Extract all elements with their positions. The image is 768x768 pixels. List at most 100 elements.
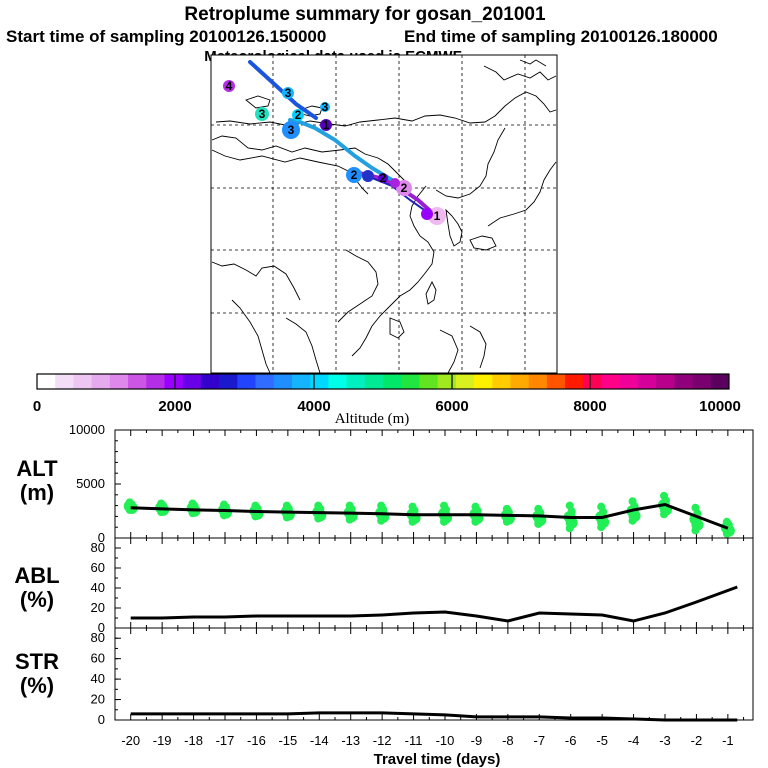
cluster-marker xyxy=(292,109,304,121)
x-tick-label: -10 xyxy=(436,733,455,748)
y-tick-label: 80 xyxy=(91,540,105,555)
cluster-marker xyxy=(223,80,235,92)
colorbar-cell xyxy=(601,374,621,389)
abl-line xyxy=(130,585,738,623)
alt-spread-point xyxy=(251,501,260,510)
cluster-label: 1 xyxy=(434,209,441,223)
colorbar-cell xyxy=(510,374,530,389)
cluster-label: 3 xyxy=(259,107,266,121)
alt-spread-point xyxy=(722,517,731,526)
figure-title: Retroplume summary for gosan_201001 xyxy=(184,4,546,25)
colorbar-cell xyxy=(583,374,602,389)
colorbar-cell xyxy=(401,374,420,389)
y-tick-label: 40 xyxy=(91,580,105,595)
x-tick-label: -14 xyxy=(310,733,329,748)
cluster-label: 3 xyxy=(322,100,329,114)
alt-panel-unit: (m) xyxy=(20,480,54,505)
alt-spread-point xyxy=(691,503,700,512)
alt-panel-frame xyxy=(114,429,754,539)
y-tick-label: 5000 xyxy=(76,476,105,491)
colorbar-cell xyxy=(328,374,347,389)
x-tick-label: -6 xyxy=(565,733,577,748)
colorbar-cell xyxy=(219,374,238,389)
colorbar-cell xyxy=(637,374,657,389)
str-panel: STR (%) 0 20 40 60 80 xyxy=(15,627,754,727)
cluster-label: 2 xyxy=(351,168,358,182)
colorbar-cell xyxy=(55,374,74,389)
colorbar-frame xyxy=(36,373,730,390)
cluster-label: 2 xyxy=(295,108,302,122)
x-tick-label: -19 xyxy=(153,733,172,748)
colorbar-cell xyxy=(710,374,730,389)
colorbar-cell xyxy=(91,374,111,389)
cluster-marker xyxy=(282,121,300,139)
x-tick-label: -1 xyxy=(722,733,734,748)
cluster-marker xyxy=(421,208,433,220)
alt-panel-label: ALT xyxy=(16,456,58,481)
x-tick-label: -13 xyxy=(341,733,360,748)
cluster-marker-labels: 1 2 2 2 1 3 2 3 3 3 4 xyxy=(226,79,441,223)
colorbar-tick-label: 0 xyxy=(33,398,41,415)
x-tick-label: -15 xyxy=(278,733,297,748)
cluster-marker xyxy=(346,167,362,183)
colorbar-cell xyxy=(346,374,366,389)
alt-spread-point xyxy=(282,501,291,510)
y-tick-label: 60 xyxy=(91,560,105,575)
colorbar-cell xyxy=(528,374,548,389)
y-tick-label: 10000 xyxy=(69,422,105,437)
colorbar-cell xyxy=(255,374,275,389)
trajectory-line xyxy=(288,118,408,194)
colorbar-tick-label: 10000 xyxy=(699,398,741,415)
str-panel-unit: (%) xyxy=(20,673,54,698)
str-line xyxy=(130,711,738,722)
end-time-label: End time of sampling 20100126.180000 xyxy=(404,27,718,46)
map-coastlines xyxy=(211,59,557,374)
alt-spread-point xyxy=(471,502,480,511)
colorbar-cell xyxy=(437,374,457,389)
y-tick-label: 80 xyxy=(91,630,105,645)
colorbar-cell xyxy=(146,374,165,389)
alt-spread-point xyxy=(220,500,228,509)
alt-spread-point xyxy=(125,498,134,507)
colorbar-cell xyxy=(619,374,639,389)
colorbar-cell xyxy=(73,374,93,389)
y-tick-label: 40 xyxy=(91,671,105,686)
colorbar-cell xyxy=(273,374,293,389)
x-tick-label: -4 xyxy=(628,733,640,748)
alt-spread-point xyxy=(534,504,543,513)
colorbar-cell xyxy=(37,374,56,389)
map-graticule xyxy=(211,55,557,373)
colorbar-cell xyxy=(128,374,147,389)
alt-spread-point xyxy=(597,502,606,511)
alt-panel: ALT (m) 0 5000 10000 xyxy=(16,422,754,545)
x-tick-label: -12 xyxy=(373,733,392,748)
alt-spread-point xyxy=(345,501,354,510)
y-tick-label: 20 xyxy=(91,692,105,707)
x-tick-label: -17 xyxy=(216,733,235,748)
x-tick-label: -18 xyxy=(184,733,203,748)
cluster-marker xyxy=(396,180,412,196)
cluster-marker xyxy=(390,178,400,188)
x-tick-label: -16 xyxy=(247,733,266,748)
alt-spread-point xyxy=(157,499,166,508)
x-tick-label: -2 xyxy=(691,733,703,748)
x-tick-label: -20 xyxy=(121,733,140,748)
alt-mean-line xyxy=(130,502,729,530)
start-time-label: Start time of sampling 20100126.150000 xyxy=(6,27,326,46)
colorbar-cell xyxy=(565,374,584,389)
colorbar-cell xyxy=(364,374,384,389)
abl-panel-unit: (%) xyxy=(20,587,54,612)
x-tick-label: -8 xyxy=(502,733,514,748)
alt-spread-point xyxy=(502,504,511,513)
str-panel-label: STR xyxy=(15,649,59,674)
colorbar-cell xyxy=(546,374,566,389)
x-tick-label: -7 xyxy=(534,733,546,748)
x-tick-label: -5 xyxy=(596,733,608,748)
y-tick-label: 60 xyxy=(91,651,105,666)
x-tick-label: -11 xyxy=(405,733,423,748)
colorbar-cell xyxy=(474,374,493,389)
x-axis-label: Travel time (days) xyxy=(374,751,501,768)
y-tick-label: 0 xyxy=(98,530,105,545)
y-tick-label: 0 xyxy=(98,712,105,727)
